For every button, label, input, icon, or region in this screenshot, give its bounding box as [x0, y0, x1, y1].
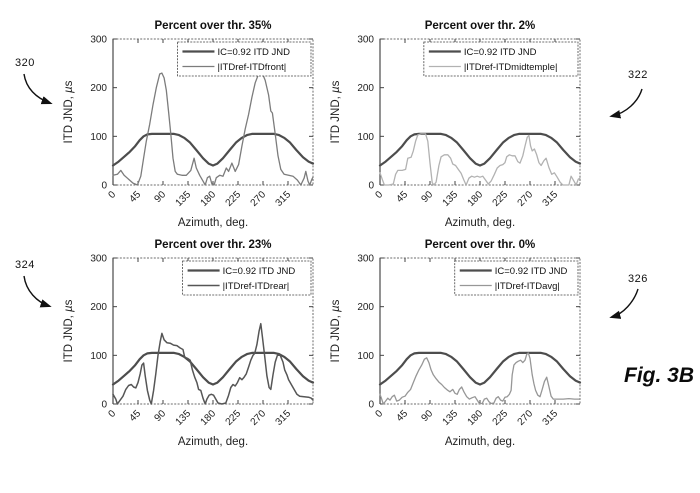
series-line — [379, 133, 581, 186]
svg-text:135: 135 — [441, 189, 461, 209]
chart-title: Percent over thr. 2% — [425, 20, 536, 32]
svg-text:100: 100 — [357, 132, 374, 143]
y-axis-label: ITD JND, µs — [63, 80, 75, 143]
svg-text:270: 270 — [516, 189, 536, 209]
svg-text:0: 0 — [368, 400, 374, 411]
svg-text:270: 270 — [249, 189, 269, 209]
legend-entry-label: |ITDref-ITDfront| — [217, 62, 286, 73]
svg-text:45: 45 — [127, 189, 143, 205]
svg-text:45: 45 — [394, 408, 410, 424]
x-axis-label: Azimuth, deg. — [178, 217, 248, 229]
svg-text:270: 270 — [249, 408, 269, 428]
svg-text:0: 0 — [373, 189, 385, 201]
svg-text:0: 0 — [106, 189, 118, 201]
legend: IC=0.92 ITD JND |ITDref-ITDmidtemple| — [423, 41, 579, 77]
svg-text:0: 0 — [368, 181, 374, 192]
svg-text:90: 90 — [419, 408, 435, 424]
svg-text:225: 225 — [224, 189, 244, 209]
y-axis-label: ITD JND, µs — [63, 299, 75, 362]
legend-entry-label: IC=0.92 ITD JND — [464, 47, 537, 58]
svg-text:90: 90 — [152, 189, 168, 205]
x-axis-label: Azimuth, deg. — [445, 217, 515, 229]
svg-text:100: 100 — [90, 132, 107, 143]
svg-text:200: 200 — [90, 83, 107, 94]
callout-label-326: 326 — [628, 273, 648, 285]
series-line — [111, 132, 315, 167]
series-line — [112, 322, 314, 405]
svg-text:225: 225 — [491, 189, 511, 209]
svg-text:315: 315 — [274, 189, 294, 209]
callout-arrow-324 — [23, 275, 52, 308]
svg-text:300: 300 — [357, 254, 374, 265]
series-line — [378, 351, 582, 386]
y-axis-label: ITD JND, µs — [330, 80, 342, 143]
svg-text:270: 270 — [516, 408, 536, 428]
chart-panel-itd-midtemple: 0 45 90 135 180 225 270 315 0 100 200 300 Percent ov… — [330, 20, 582, 229]
callout-label-322: 322 — [628, 69, 648, 81]
figure-label: Fig. 3B — [624, 364, 695, 387]
series-line — [378, 132, 582, 167]
series-line — [112, 71, 314, 186]
legend-entry-label: |ITDref-ITDrear| — [223, 281, 290, 292]
svg-text:0: 0 — [101, 400, 107, 411]
svg-text:135: 135 — [174, 189, 194, 209]
callout-arrow-326 — [609, 288, 639, 319]
svg-text:135: 135 — [441, 408, 461, 428]
legend-entry-label: IC=0.92 ITD JND — [217, 47, 290, 58]
svg-text:0: 0 — [101, 181, 107, 192]
legend: IC=0.92 ITD JND |ITDref-ITDrear| — [182, 260, 312, 296]
series-line — [111, 351, 315, 386]
svg-text:180: 180 — [199, 408, 219, 428]
svg-text:200: 200 — [357, 83, 374, 94]
chart-panel-itd-avg: 0 45 90 135 180 225 270 315 0 100 200 300 Percent ov… — [330, 239, 582, 448]
chart-title: Percent over thr. 23% — [155, 239, 272, 251]
svg-text:300: 300 — [357, 35, 374, 46]
svg-text:300: 300 — [90, 254, 107, 265]
svg-text:315: 315 — [541, 189, 561, 209]
svg-text:45: 45 — [394, 189, 410, 205]
legend: IC=0.92 ITD JND |ITDref-ITDfront| — [177, 41, 312, 77]
y-axis-label: ITD JND, µs — [330, 299, 342, 362]
legend-entry-label: IC=0.92 ITD JND — [495, 266, 568, 277]
legend-entry-label: |ITDref-ITDmidtemple| — [464, 62, 558, 73]
svg-text:180: 180 — [466, 408, 486, 428]
chart-panel-itd-rear: 0 45 90 135 180 225 270 315 0 100 200 300 Percent ov… — [63, 239, 315, 448]
x-axis-label: Azimuth, deg. — [445, 436, 515, 448]
chart-panel-itd-front: 0 45 90 135 180 225 270 315 0 100 200 300 Percent ov… — [63, 20, 315, 229]
chart-title: Percent over thr. 0% — [425, 239, 536, 251]
chart-title: Percent over thr. 35% — [155, 20, 272, 32]
svg-text:225: 225 — [491, 408, 511, 428]
callout-label-320: 320 — [15, 57, 35, 69]
svg-text:90: 90 — [419, 189, 435, 205]
legend: IC=0.92 ITD JND |ITDref-ITDavg| — [454, 260, 579, 296]
svg-text:100: 100 — [90, 351, 107, 362]
svg-text:90: 90 — [152, 408, 168, 424]
series-line — [379, 352, 581, 405]
svg-text:200: 200 — [90, 302, 107, 313]
svg-text:0: 0 — [106, 408, 118, 420]
svg-text:45: 45 — [127, 408, 143, 424]
x-axis-label: Azimuth, deg. — [178, 436, 248, 448]
svg-text:315: 315 — [274, 408, 294, 428]
svg-text:315: 315 — [541, 408, 561, 428]
svg-text:225: 225 — [224, 408, 244, 428]
callout-label-324: 324 — [15, 259, 35, 271]
svg-text:180: 180 — [466, 189, 486, 209]
svg-text:200: 200 — [357, 302, 374, 313]
svg-text:300: 300 — [90, 35, 107, 46]
legend-entry-label: |ITDref-ITDavg| — [495, 281, 560, 292]
callout-arrow-322 — [609, 88, 643, 119]
svg-text:0: 0 — [373, 408, 385, 420]
legend-entry-label: IC=0.92 ITD JND — [223, 266, 296, 277]
svg-text:135: 135 — [174, 408, 194, 428]
svg-text:180: 180 — [199, 189, 219, 209]
svg-text:100: 100 — [357, 351, 374, 362]
callout-arrow-320 — [23, 73, 53, 105]
